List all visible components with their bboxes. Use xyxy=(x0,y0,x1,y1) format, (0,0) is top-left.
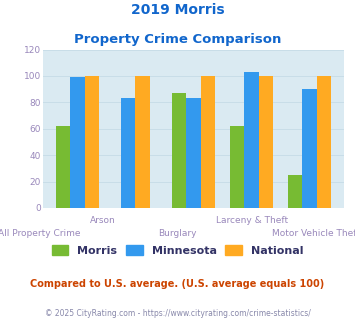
Bar xyxy=(288,175,302,208)
Bar xyxy=(244,72,259,208)
Text: Compared to U.S. average. (U.S. average equals 100): Compared to U.S. average. (U.S. average … xyxy=(31,279,324,289)
Text: Larceny & Theft: Larceny & Theft xyxy=(216,216,288,225)
Legend: Morris, Minnesota, National: Morris, Minnesota, National xyxy=(48,242,307,259)
Text: Arson: Arson xyxy=(90,216,116,225)
Text: Burglary: Burglary xyxy=(158,229,197,238)
Bar xyxy=(201,76,215,208)
Bar xyxy=(85,76,99,208)
Bar xyxy=(70,77,85,208)
Bar xyxy=(186,98,201,208)
Bar xyxy=(56,126,70,208)
Bar xyxy=(136,76,150,208)
Bar xyxy=(259,76,273,208)
Bar xyxy=(302,89,317,208)
Bar xyxy=(121,98,136,208)
Bar xyxy=(317,76,331,208)
Text: 2019 Morris: 2019 Morris xyxy=(131,3,224,17)
Bar xyxy=(230,126,244,208)
Text: All Property Crime: All Property Crime xyxy=(0,229,80,238)
Bar xyxy=(172,93,186,208)
Text: © 2025 CityRating.com - https://www.cityrating.com/crime-statistics/: © 2025 CityRating.com - https://www.city… xyxy=(45,309,310,317)
Text: Motor Vehicle Theft: Motor Vehicle Theft xyxy=(272,229,355,238)
Text: Property Crime Comparison: Property Crime Comparison xyxy=(74,33,281,46)
